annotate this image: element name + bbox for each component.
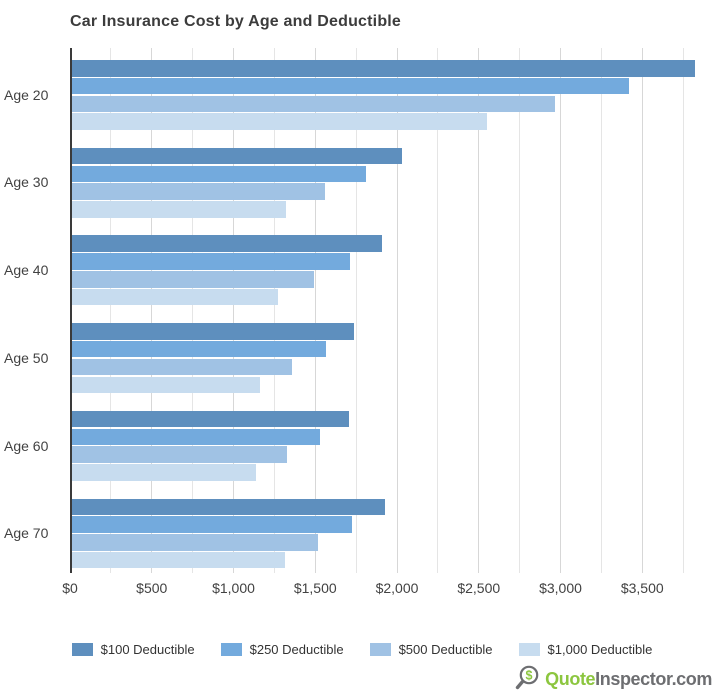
bar-age-40-series-2 — [72, 271, 314, 288]
gridline-2500 — [478, 48, 480, 573]
x-axis-label-1000: $1,000 — [212, 580, 255, 596]
bar-age-70-series-0 — [72, 498, 385, 516]
bar-age-40-series-1 — [72, 253, 350, 270]
gridline-2250 — [437, 48, 439, 573]
x-axis-label-3500: $3,500 — [620, 580, 664, 596]
gridline-250 — [110, 48, 112, 573]
brand-logo[interactable]: $ QuoteInspector.com — [513, 663, 712, 695]
bar-age-40-series-0 — [72, 235, 383, 252]
gridline-750 — [192, 48, 194, 573]
magnifier-dollar-icon: $ — [515, 665, 539, 690]
bar-age-40-series-3 — [72, 288, 278, 306]
dollar-glyph: $ — [526, 668, 533, 682]
legend-swatch-icon — [518, 643, 540, 656]
legend-item-1: $250 Deductible — [220, 642, 344, 657]
x-axis-label-2500: $2,500 — [457, 580, 501, 596]
y-axis-label-age-70: Age 70 — [4, 525, 49, 542]
brand-text-quote: Quote — [545, 668, 596, 689]
legend-label: $1,000 Deductible — [547, 642, 653, 657]
brand-text-inspector: Inspector.com — [595, 668, 712, 689]
legend-label: $100 Deductible — [100, 642, 195, 657]
legend-item-3: $1,000 Deductible — [518, 642, 653, 657]
bar-age-60-series-0 — [72, 410, 349, 428]
y-axis-line — [70, 48, 72, 573]
bar-age-70-series-3 — [72, 551, 285, 569]
legend-item-0: $100 Deductible — [71, 642, 195, 657]
x-axis-label-1500: $1,500 — [293, 580, 337, 596]
x-axis-label-0: $0 — [62, 580, 78, 596]
bar-age-20-series-1 — [72, 77, 630, 95]
y-axis-label-age-50: Age 50 — [4, 349, 49, 366]
gridline-3250 — [600, 48, 602, 573]
x-axis-label-2000: $2,000 — [375, 580, 419, 596]
y-axis-label-age-30: Age 30 — [4, 174, 49, 191]
bar-age-50-series-1 — [72, 340, 326, 358]
legend-swatch-icon — [369, 643, 391, 656]
legend-label: $500 Deductible — [398, 642, 493, 657]
gridline-1250 — [273, 48, 275, 573]
bar-age-20-series-3 — [72, 113, 487, 130]
gridline-500 — [151, 48, 153, 573]
gridline-3000 — [560, 48, 561, 573]
gridline-1750 — [355, 48, 357, 573]
brand-text: QuoteInspector.com — [545, 669, 712, 690]
x-axis-label-500: $500 — [136, 580, 168, 596]
legend-item-2: $500 Deductible — [369, 642, 493, 657]
bar-age-60-series-2 — [72, 446, 288, 463]
bar-age-50-series-0 — [72, 323, 355, 340]
y-axis-label-age-20: Age 20 — [4, 86, 49, 103]
plot-area — [70, 48, 724, 573]
bar-age-60-series-3 — [72, 464, 256, 481]
bar-age-30-series-1 — [72, 165, 366, 183]
legend: $100 Deductible $250 Deductible $500 Deduc… — [0, 642, 724, 657]
bar-age-70-series-1 — [72, 516, 353, 533]
y-axis-label-age-40: Age 40 — [4, 262, 49, 279]
bar-age-30-series-3 — [72, 201, 286, 218]
gridline-2750 — [519, 48, 521, 573]
y-axis-label-age-60: Age 60 — [4, 437, 49, 454]
chart-title: Car Insurance Cost by Age and Deductible — [70, 13, 402, 30]
gridline-1000 — [233, 48, 234, 573]
bar-age-30-series-2 — [72, 183, 326, 200]
bar-age-50-series-3 — [72, 376, 260, 394]
bar-age-70-series-2 — [72, 534, 318, 551]
legend-label: $250 Deductible — [249, 642, 344, 657]
x-axis-label-3000: $3,000 — [539, 580, 582, 596]
bar-age-20-series-0 — [72, 60, 695, 77]
gridline-2000 — [396, 48, 398, 573]
legend-swatch-icon — [220, 643, 242, 656]
bar-age-60-series-1 — [72, 428, 321, 446]
gridline-1500 — [314, 48, 316, 573]
gridline-3500 — [641, 48, 643, 573]
bar-age-50-series-2 — [72, 358, 293, 376]
bar-age-30-series-0 — [72, 147, 402, 165]
gridline-3750 — [682, 48, 684, 573]
bar-age-20-series-2 — [72, 95, 555, 113]
legend-swatch-icon — [71, 643, 93, 656]
